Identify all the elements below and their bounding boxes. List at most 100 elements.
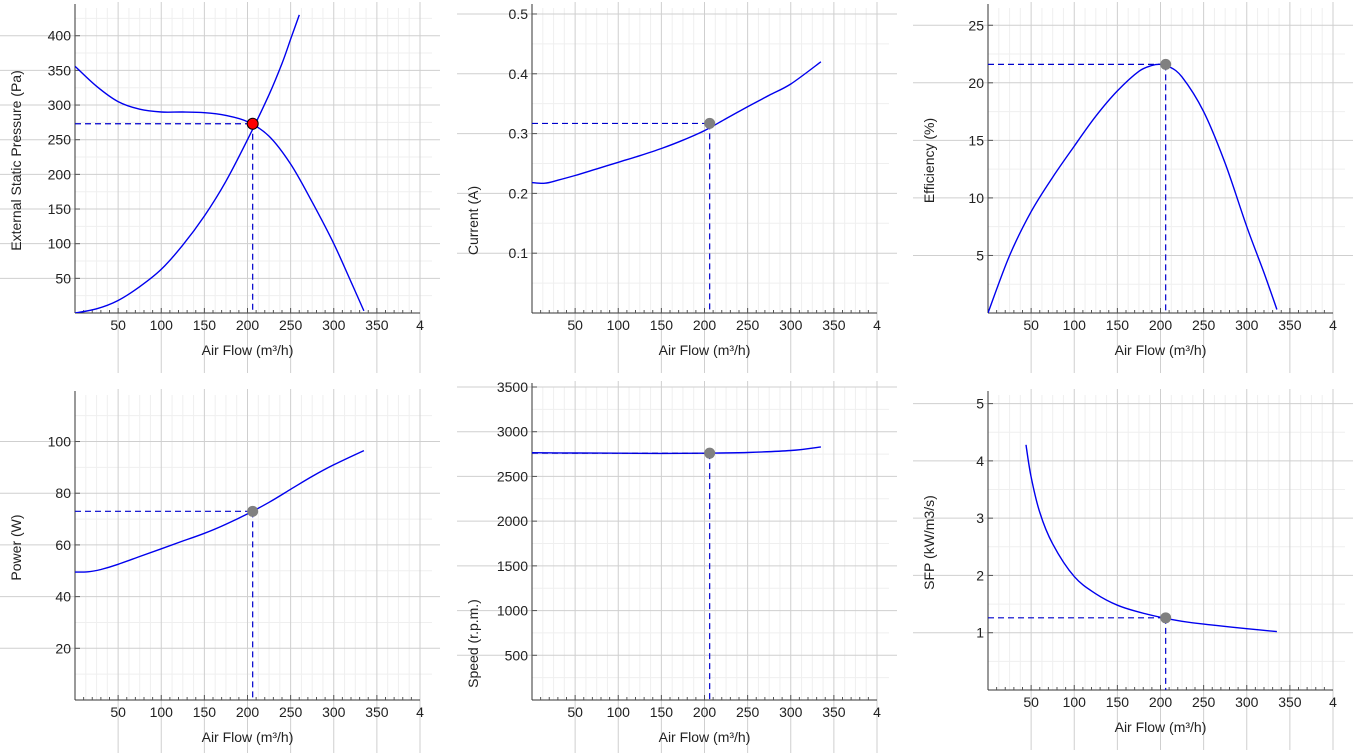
x-tick-label: 4 [416, 317, 424, 333]
x-tick-label: 100 [607, 317, 631, 333]
y-tick-label: 0.4 [509, 66, 529, 82]
y-tick-label: 80 [55, 485, 71, 501]
x-tick-label: 300 [1235, 694, 1259, 710]
x-tick-label: 150 [1106, 694, 1130, 710]
x-tick-label: 350 [1278, 694, 1302, 710]
y-tick-label: 50 [55, 270, 71, 286]
y-tick-label: 250 [48, 132, 72, 148]
series-line-1 [1025, 444, 1277, 633]
y-tick-label: 100 [48, 236, 72, 252]
x-tick-label: 50 [1023, 694, 1039, 710]
x-tick-label: 250 [1192, 694, 1216, 710]
y-tick-label: 5 [976, 396, 984, 412]
x-axis-title: Air Flow (m³/h) [1115, 719, 1207, 735]
x-tick-label: 50 [1023, 317, 1039, 333]
operating-point-marker [704, 447, 716, 459]
operating-point-marker [246, 117, 259, 130]
chart-1: 50 100 150 200 250 300 350 4 50 100 150 200 250 300 35… [0, 2, 440, 373]
x-tick-label: 200 [693, 317, 717, 333]
y-tick-label: 1000 [497, 603, 528, 619]
x-tick-label: 50 [567, 704, 583, 720]
y-axis-title: External Static Pressure (Pa) [8, 70, 24, 251]
series-group [75, 14, 365, 313]
series-line-1 [75, 65, 365, 312]
minor-grid [988, 8, 1345, 313]
chart-4: 50 100 150 200 250 300 350 4 20 40 60 80 100 Air Flow… [0, 389, 440, 753]
y-tick-label: 10 [968, 190, 984, 206]
y-tick-label: 20 [55, 640, 71, 656]
x-tick-label: 250 [279, 317, 303, 333]
y-tick-label: 300 [48, 97, 72, 113]
x-axis-title: Air Flow (m³/h) [202, 729, 294, 745]
x-tick-label: 4 [416, 704, 424, 720]
series-line-2 [75, 14, 300, 313]
series-group [75, 449, 365, 573]
x-tick-label: 300 [779, 317, 803, 333]
series-group [1025, 444, 1277, 633]
y-axis-title: Efficiency (%) [921, 118, 937, 203]
y-tick-label: 100 [48, 434, 72, 450]
x-tick-label: 250 [736, 317, 760, 333]
y-tick-label: 1 [976, 625, 984, 641]
minor-grid [75, 8, 432, 313]
x-tick-label: 300 [1235, 317, 1259, 333]
y-tick-label: 0.2 [509, 185, 529, 201]
x-tick-label: 150 [650, 317, 674, 333]
y-tick-label: 2 [976, 567, 984, 583]
x-tick-label: 150 [193, 704, 217, 720]
minor-grid [532, 8, 889, 313]
y-tick-label: 3500 [497, 379, 528, 395]
x-axis-title: Air Flow (m³/h) [659, 342, 751, 358]
y-tick-label: 400 [48, 28, 72, 44]
y-axis-title: Power (W) [8, 514, 24, 580]
x-tick-label: 250 [1192, 317, 1216, 333]
x-tick-label: 100 [150, 704, 174, 720]
x-axis-title: Air Flow (m³/h) [1115, 342, 1207, 358]
x-axis-title: Air Flow (m³/h) [202, 342, 294, 358]
operating-point-marker [247, 505, 259, 517]
chart-2: 50 100 150 200 250 300 350 4 0.1 0.2 0.3 0.4 0.5 Air … [457, 2, 897, 373]
minor-grid [75, 395, 432, 700]
x-tick-label: 50 [567, 317, 583, 333]
y-tick-label: 15 [968, 132, 984, 148]
y-tick-label: 200 [48, 166, 72, 182]
chart-3: 50 100 150 200 250 300 350 4 5 10 15 20 25 Air Flow (… [913, 2, 1353, 373]
minor-grid [532, 387, 889, 700]
x-axis-title: Air Flow (m³/h) [659, 729, 751, 745]
x-tick-label: 250 [279, 704, 303, 720]
y-axis-title: Current (A) [465, 186, 481, 255]
chart-6: 50 100 150 200 250 300 350 4 1 2 3 4 5 Air Flow (m³/h… [913, 389, 1353, 750]
x-tick-label: 50 [110, 704, 126, 720]
x-tick-label: 4 [1329, 694, 1337, 710]
x-tick-label: 300 [322, 704, 346, 720]
y-axis-title: SFP (kW/m3/s) [921, 495, 937, 590]
y-tick-label: 0.1 [509, 245, 529, 261]
operating-point-marker [1160, 612, 1172, 624]
y-tick-label: 500 [505, 647, 529, 663]
y-tick-label: 3 [976, 510, 984, 526]
x-tick-label: 300 [322, 317, 346, 333]
y-tick-label: 2000 [497, 513, 528, 529]
x-tick-label: 100 [1063, 694, 1087, 710]
x-tick-label: 350 [365, 704, 389, 720]
y-tick-label: 2500 [497, 468, 528, 484]
y-tick-label: 20 [968, 75, 984, 91]
x-tick-label: 4 [873, 317, 881, 333]
y-tick-label: 350 [48, 62, 72, 78]
series-group [988, 63, 1278, 313]
y-axis-title: Speed (r.p.m.) [465, 599, 481, 688]
x-tick-label: 200 [1149, 317, 1173, 333]
x-tick-label: 200 [1149, 694, 1173, 710]
x-tick-label: 100 [150, 317, 174, 333]
x-tick-label: 350 [365, 317, 389, 333]
y-tick-label: 3000 [497, 424, 528, 440]
x-tick-label: 4 [873, 704, 881, 720]
x-tick-label: 150 [193, 317, 217, 333]
operating-point-marker [704, 117, 716, 129]
y-tick-label: 150 [48, 201, 72, 217]
x-tick-label: 100 [607, 704, 631, 720]
y-tick-label: 1500 [497, 558, 528, 574]
x-tick-label: 350 [822, 317, 846, 333]
x-tick-label: 150 [1106, 317, 1130, 333]
